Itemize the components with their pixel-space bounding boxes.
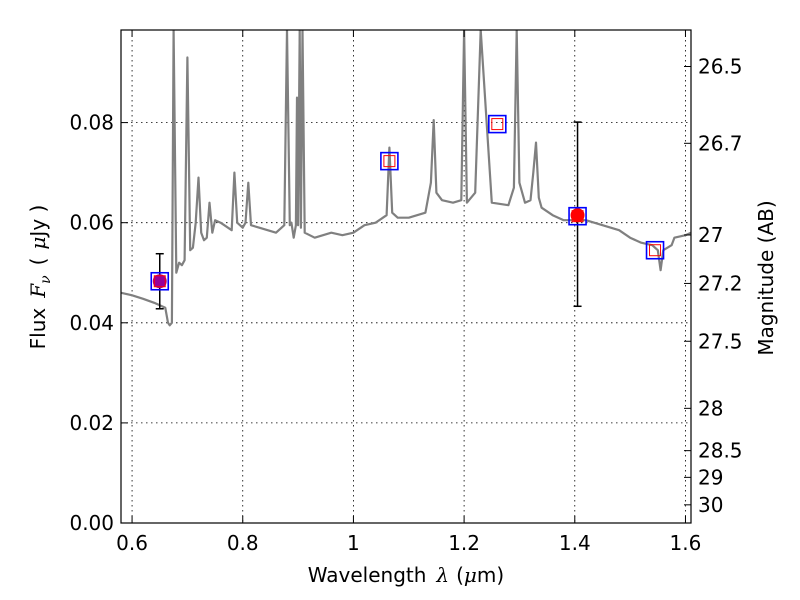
spectrum-layer <box>121 30 691 327</box>
y-tick-label: 0.04 <box>69 311 114 335</box>
x-tick-label: 1.6 <box>670 531 702 555</box>
x-tick-label: 1 <box>347 531 360 555</box>
y-tick-label: 0.06 <box>69 211 114 235</box>
x-tick-label: 0.6 <box>116 531 148 555</box>
grid <box>121 30 691 523</box>
model-point-outer <box>645 240 665 260</box>
model-point-inner <box>571 210 584 223</box>
y2-tick-label: 29 <box>698 465 723 489</box>
model-point-outer <box>150 271 170 291</box>
plot-frame <box>120 29 692 524</box>
model-point-outer <box>568 206 587 226</box>
y-tick-label: 0.08 <box>69 111 114 135</box>
y-axis-label: FluxFν(μJy ) <box>26 205 54 350</box>
model-point-outer <box>380 151 399 171</box>
y2-tick-label: 28 <box>698 396 723 420</box>
y-tick-label: 0.00 <box>69 511 114 535</box>
observed-point <box>152 274 167 289</box>
y2-tick-label: 26.5 <box>698 55 743 79</box>
y2-tick-label: 26.7 <box>698 131 743 155</box>
y2-tick-label: 30 <box>698 493 723 517</box>
y2-tick-label: 27.2 <box>698 271 743 295</box>
y2-tick-label: 27.5 <box>698 329 743 353</box>
model-point-outer <box>488 114 507 134</box>
y2-axis: 26.5 26.7 27 27.2 27.5 28 28.529 30 <box>684 55 743 517</box>
x-axis-label: Wavelength λ (μm) <box>308 563 504 587</box>
observed-point <box>570 208 585 223</box>
model-point-inner <box>153 275 166 288</box>
y2-tick-label: 27 <box>698 223 723 247</box>
y2-tick-label: 28.5 <box>698 439 743 463</box>
y-tick-label: 0.02 <box>69 411 114 435</box>
y-axis: 0.00 0.02 0.04 0.06 0.08 <box>69 111 128 535</box>
y2-axis-label: Magnitude (AB) <box>754 200 778 355</box>
x-tick-label: 0.8 <box>227 531 259 555</box>
x-axis: 0.6 0.8 1 1.2 1.4 1.6 <box>116 30 701 555</box>
spectrum-line <box>121 30 691 327</box>
points-layer <box>150 114 665 310</box>
model-point-inner <box>383 155 396 168</box>
model-point-inner <box>491 118 504 131</box>
model-point-inner <box>649 244 662 257</box>
x-tick-label: 1.4 <box>559 531 591 555</box>
x-tick-label: 1.2 <box>448 531 480 555</box>
